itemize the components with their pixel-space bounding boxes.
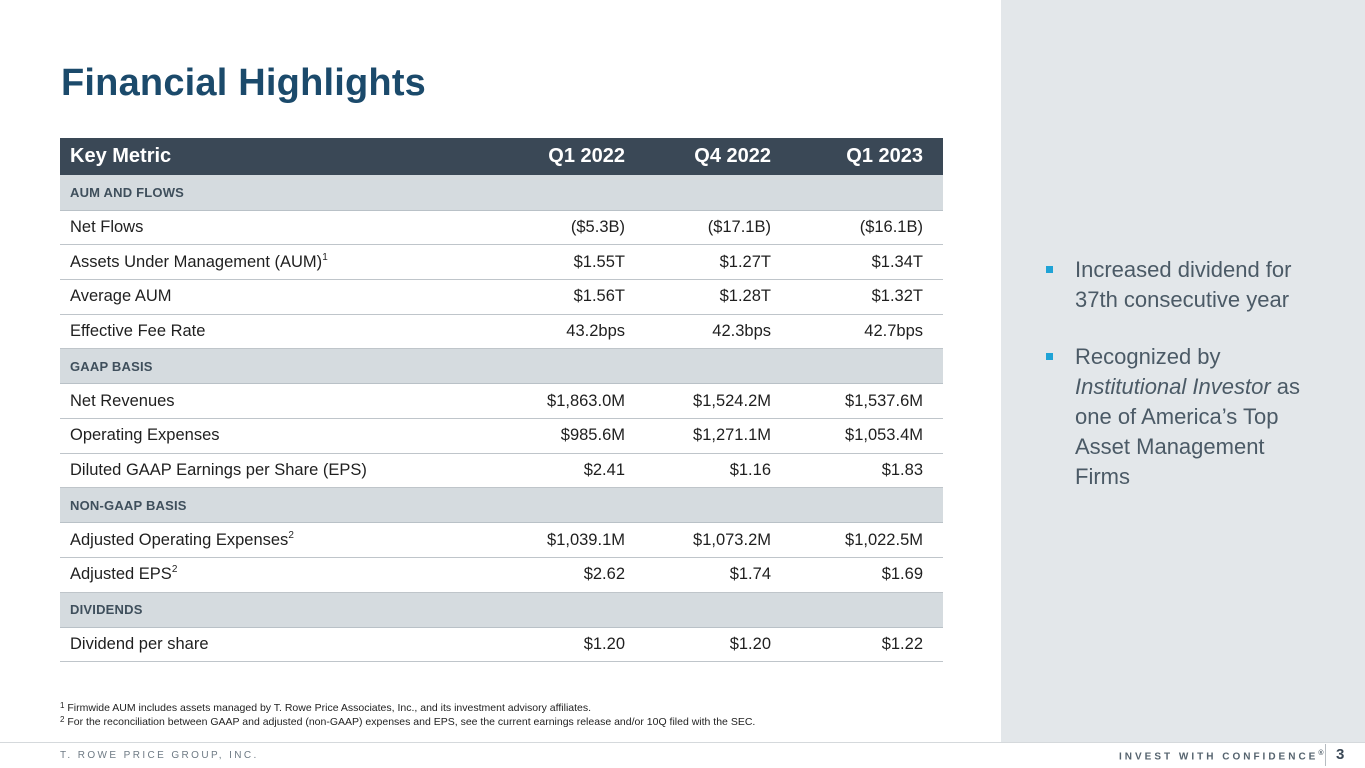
cell-q1-2023: $1,022.5M (791, 522, 943, 558)
table-header-row: Key Metric Q1 2022 Q4 2022 Q1 2023 (60, 138, 943, 175)
column-header-q4-2022: Q4 2022 (694, 145, 771, 167)
column-header-q1-2022: Q1 2022 (548, 145, 625, 167)
table-row: Effective Fee Rate 43.2bps 42.3bps 42.7b… (60, 314, 943, 350)
footer-vertical-divider (1325, 744, 1326, 766)
footer-divider-line (0, 742, 1365, 743)
footnote-2: 2 For the reconciliation between GAAP an… (60, 715, 756, 729)
cell-q1-2022: $2.41 (537, 453, 645, 489)
cell-q1-2023: $1.34T (791, 244, 943, 280)
highlights-list: Increased dividend for 37th consecutive … (1046, 255, 1306, 519)
cell-q1-2022: $985.6M (537, 418, 645, 454)
cell-q4-2022: $1.20 (645, 627, 791, 663)
cell-q1-2022: $1.55T (537, 244, 645, 280)
highlight-text: Recognized by Institutional Investor as … (1075, 344, 1301, 489)
section-heading: AUM AND FLOWS (60, 175, 943, 211)
footnote-marker: 1 (322, 251, 328, 263)
row-label: Adjusted EPS2 (60, 557, 537, 593)
section-row-non-gaap-basis: NON-GAAP BASIS (60, 487, 943, 524)
highlight-item-dividend: Increased dividend for 37th consecutive … (1046, 255, 1306, 315)
table-row: Adjusted Operating Expenses2 $1,039.1M $… (60, 522, 943, 558)
row-label: Operating Expenses (60, 418, 537, 454)
footnotes: 1 Firmwide AUM includes assets managed b… (60, 701, 755, 729)
footnote-1: 1 Firmwide AUM includes assets managed b… (60, 701, 592, 715)
section-heading: GAAP BASIS (60, 348, 943, 385)
cell-q4-2022: $1,524.2M (645, 383, 791, 419)
page-number: 3 (1336, 746, 1345, 763)
square-bullet-icon (1046, 353, 1053, 360)
column-header-metric: Key Metric (70, 145, 172, 167)
table-row: Dividend per share $1.20 $1.20 $1.22 (60, 627, 943, 663)
highlights-panel (1001, 0, 1365, 742)
cell-q1-2023: $1.22 (791, 627, 943, 663)
cell-q1-2022: $1.56T (537, 279, 645, 315)
cell-q4-2022: ($17.1B) (645, 210, 791, 246)
financial-highlights-table: Key Metric Q1 2022 Q4 2022 Q1 2023 AUM A… (60, 138, 943, 663)
section-row-dividends: DIVIDENDS (60, 592, 943, 628)
table-row: Adjusted EPS2 $2.62 $1.74 $1.69 (60, 557, 943, 593)
cell-q1-2023: $1.83 (791, 453, 943, 489)
cell-q1-2022: $1,863.0M (537, 383, 645, 419)
cell-q1-2022: $1,039.1M (537, 522, 645, 558)
row-label: Adjusted Operating Expenses2 (60, 522, 537, 558)
cell-q4-2022: $1.28T (645, 279, 791, 315)
row-label: Average AUM (60, 279, 537, 315)
cell-q1-2022: 43.2bps (537, 314, 645, 350)
cell-q1-2023: $1.69 (791, 557, 943, 593)
cell-q1-2023: $1,537.6M (791, 383, 943, 419)
table-row: Assets Under Management (AUM)1 $1.55T $1… (60, 244, 943, 280)
cell-q4-2022: 42.3bps (645, 314, 791, 350)
row-label: Dividend per share (60, 627, 537, 663)
table-row: Diluted GAAP Earnings per Share (EPS) $2… (60, 453, 943, 489)
footnote-marker: 2 (288, 529, 294, 541)
table-row: Average AUM $1.56T $1.28T $1.32T (60, 279, 943, 315)
square-bullet-icon (1046, 266, 1053, 273)
table-row: Net Flows ($5.3B) ($17.1B) ($16.1B) (60, 210, 943, 246)
section-row-gaap-basis: GAAP BASIS (60, 348, 943, 385)
row-label: Assets Under Management (AUM)1 (60, 244, 537, 280)
row-label: Net Revenues (60, 383, 537, 419)
row-label: Effective Fee Rate (60, 314, 537, 350)
row-label: Diluted GAAP Earnings per Share (EPS) (60, 453, 537, 489)
cell-q1-2023: $1.32T (791, 279, 943, 315)
section-heading: DIVIDENDS (60, 592, 943, 628)
highlight-item-recognition: Recognized by Institutional Investor as … (1046, 342, 1306, 492)
cell-q4-2022: $1,073.2M (645, 522, 791, 558)
cell-q4-2022: $1.16 (645, 453, 791, 489)
section-row-aum-and-flows: AUM AND FLOWS (60, 175, 943, 211)
publication-name: Institutional Investor (1075, 374, 1271, 399)
cell-q4-2022: $1.27T (645, 244, 791, 280)
column-header-q1-2023: Q1 2023 (846, 145, 923, 167)
highlight-text: Increased dividend for 37th consecutive … (1075, 257, 1292, 312)
cell-q1-2023: ($16.1B) (791, 210, 943, 246)
cell-q4-2022: $1.74 (645, 557, 791, 593)
cell-q1-2023: 42.7bps (791, 314, 943, 350)
section-heading: NON-GAAP BASIS (60, 487, 943, 524)
cell-q1-2022: $2.62 (537, 557, 645, 593)
row-label: Net Flows (60, 210, 537, 246)
table-row: Operating Expenses $985.6M $1,271.1M $1,… (60, 418, 943, 454)
cell-q1-2023: $1,053.4M (791, 418, 943, 454)
footer-tagline: INVEST WITH CONFIDENCE® (1119, 750, 1324, 763)
footer-company-name: T. ROWE PRICE GROUP, INC. (60, 750, 259, 761)
cell-q1-2022: $1.20 (537, 627, 645, 663)
table-row: Net Revenues $1,863.0M $1,524.2M $1,537.… (60, 383, 943, 419)
footnote-marker: 2 (171, 564, 178, 576)
cell-q1-2022: ($5.3B) (537, 210, 645, 246)
page-title: Financial Highlights (61, 62, 427, 104)
cell-q4-2022: $1,271.1M (645, 418, 791, 454)
